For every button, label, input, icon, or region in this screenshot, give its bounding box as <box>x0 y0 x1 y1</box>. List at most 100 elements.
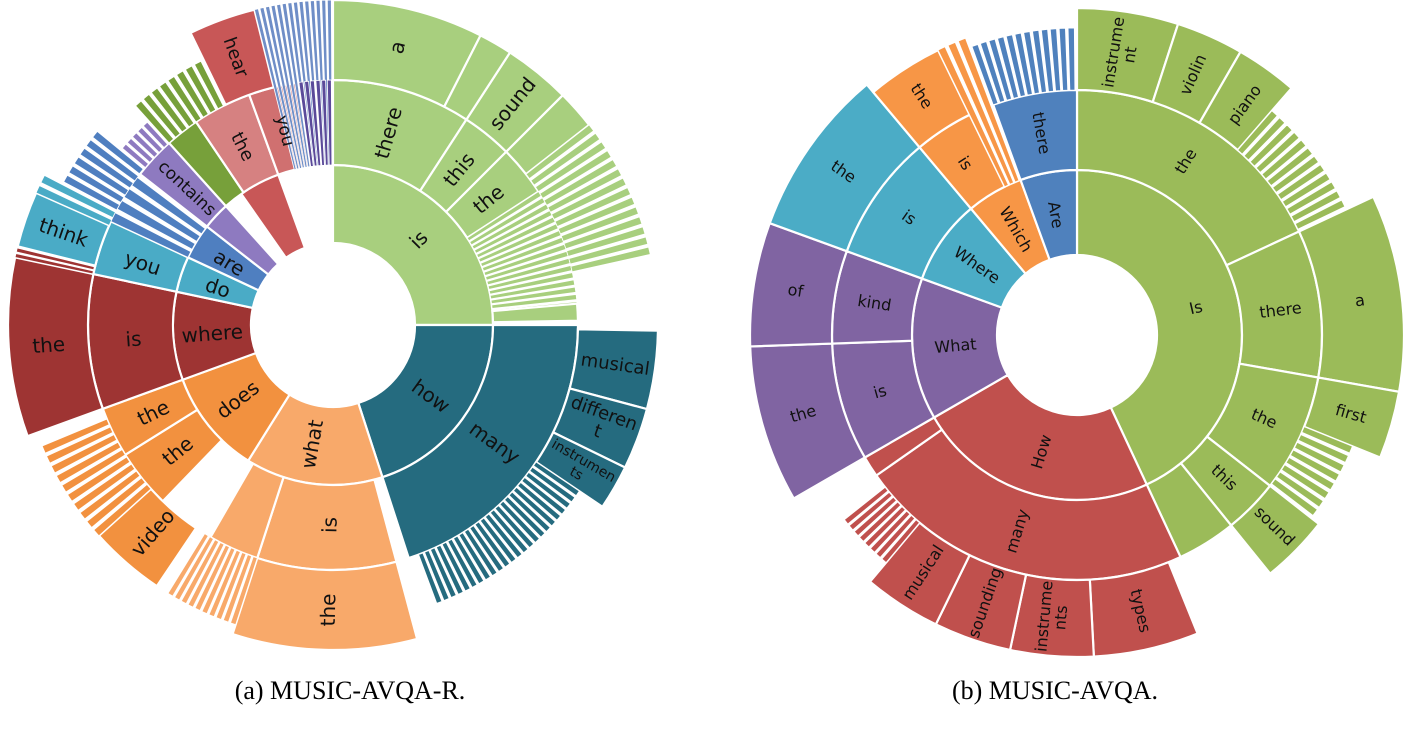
ring3-minor <box>1058 27 1069 91</box>
ring3-minor <box>1294 199 1346 230</box>
ring3-minor <box>276 3 308 168</box>
panel-music-avqa-r: is there a this sound the how many musical differ… <box>0 0 700 730</box>
ring2-minor <box>466 191 542 242</box>
segment-label: is <box>317 517 341 533</box>
ring3-minor <box>167 533 209 597</box>
label-group: is <box>125 326 143 351</box>
ring3-minor <box>869 510 911 553</box>
segment-label: Are <box>1044 200 1067 230</box>
ring3-minor <box>1023 31 1040 95</box>
ring3-minor <box>126 137 154 163</box>
ring3-minor <box>557 196 636 235</box>
ring2-minor <box>309 80 322 167</box>
ring3-minor <box>499 500 540 543</box>
ring3-minor <box>61 449 126 493</box>
ring3-minor <box>73 156 130 196</box>
ring3-minor <box>137 126 164 153</box>
ring3-minor <box>570 246 651 273</box>
label-group: a <box>384 39 410 56</box>
ring3-minor <box>947 41 1015 185</box>
label-group: is <box>317 517 341 533</box>
ring2-minor <box>321 79 329 166</box>
ring3-minor <box>489 509 529 554</box>
ring3-minor <box>270 4 305 169</box>
ring3-minor <box>222 554 253 623</box>
ring3-minor <box>534 141 607 193</box>
ring3-minor <box>1277 164 1325 200</box>
ring2-minor <box>315 79 325 166</box>
ring3-minor <box>1049 28 1062 92</box>
ring3-sound <box>1229 484 1321 576</box>
ring3-minor <box>159 81 195 128</box>
ring3-minor <box>1286 181 1336 215</box>
label-group: is <box>871 381 889 403</box>
ring3-minor <box>1272 155 1320 193</box>
ring3-minor <box>512 486 557 527</box>
ring3-minor <box>79 147 134 189</box>
ring3-minor <box>447 538 478 588</box>
ring3-minor <box>41 418 110 454</box>
ring3-minor <box>521 476 566 515</box>
ring3-minor <box>150 87 188 133</box>
ring3-minor <box>539 150 612 199</box>
ring3-minor <box>424 549 450 601</box>
ring2-minor <box>491 302 580 324</box>
ring3-minor <box>46 426 114 464</box>
ring3-minor <box>1290 190 1341 223</box>
ring2-minor <box>326 79 333 166</box>
ring3-minor <box>180 539 220 605</box>
ring3-minor <box>201 547 236 615</box>
ring3-minor <box>73 463 136 511</box>
ring3-minor <box>1266 147 1313 187</box>
ring3-minor <box>529 466 576 503</box>
ring3-minor <box>554 187 632 228</box>
ring3-minor <box>484 513 523 559</box>
ring3-minor <box>1285 456 1335 491</box>
ring3-minor <box>86 477 146 529</box>
ring3-minor <box>418 552 443 604</box>
segment-label: Is <box>1187 297 1204 318</box>
label-group: Are <box>1044 200 1067 230</box>
ring3-minor <box>187 542 225 608</box>
ring3-minor <box>843 486 889 525</box>
ring3-minor <box>1301 426 1353 454</box>
ring3-minor <box>525 471 571 509</box>
ring3-minor <box>997 36 1019 99</box>
ring3-minor <box>264 5 303 169</box>
ring3-minor <box>937 46 1009 188</box>
segment-label: the <box>31 332 65 358</box>
ring3-minor <box>566 226 646 257</box>
ring3-minor <box>93 483 152 537</box>
segment-label: nts <box>1050 604 1071 630</box>
ring3-minor <box>988 38 1013 101</box>
segment-label: a <box>1354 290 1366 310</box>
sunburst-music-avqa-r: isthereathissoundthehowmanymusicaldiffer… <box>6 0 660 652</box>
ring2-minor <box>131 176 206 235</box>
ring3-minor <box>429 547 457 598</box>
ring3-minor <box>1289 449 1340 482</box>
ring3-minor <box>1261 139 1307 180</box>
ring3-minor <box>469 525 504 572</box>
segment-label: the <box>316 593 341 626</box>
ring3-minor <box>1280 464 1330 500</box>
caption-music-avqa: (b) MUSIC-AVQA. <box>951 676 1159 705</box>
ring3-minor <box>859 501 902 542</box>
ring3-minor <box>135 100 175 144</box>
ring3-minor <box>121 143 149 169</box>
ring3-minor <box>494 505 535 549</box>
ring3-minor <box>1281 172 1331 208</box>
ring2-minor <box>298 81 314 168</box>
ring3-minor <box>435 544 464 595</box>
ring3-minor <box>1255 131 1300 173</box>
ring3-minor <box>55 441 122 484</box>
ring3-minor <box>85 139 139 182</box>
ring3-minor <box>508 491 551 533</box>
ring3-minor <box>63 174 121 211</box>
label-group: of <box>786 280 805 301</box>
ring3-minor <box>1249 124 1293 167</box>
ring3-minor <box>1067 27 1076 91</box>
ring3-minor <box>215 551 247 620</box>
ring3-minor <box>184 65 217 114</box>
